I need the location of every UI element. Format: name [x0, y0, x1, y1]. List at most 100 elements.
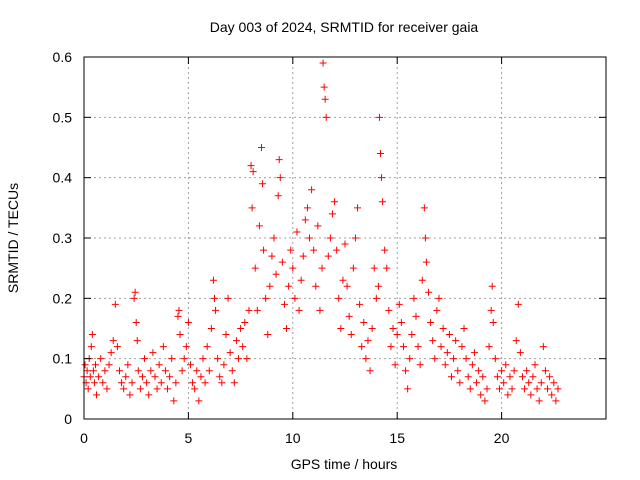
data-point — [255, 222, 263, 230]
x-tick-label: 20 — [494, 430, 510, 446]
data-point — [132, 318, 140, 326]
data-point — [408, 331, 416, 339]
data-point — [259, 180, 267, 188]
data-point — [445, 331, 453, 339]
data-point — [508, 385, 516, 393]
x-tick-label: 15 — [389, 430, 405, 446]
data-point — [550, 379, 558, 387]
data-point — [521, 385, 529, 393]
data-point — [427, 318, 435, 326]
data-point — [201, 379, 209, 387]
data-point — [533, 385, 541, 393]
data-point — [466, 385, 474, 393]
data-point — [122, 373, 130, 381]
data-point — [437, 343, 445, 351]
data-points — [80, 59, 562, 405]
data-point — [544, 385, 552, 393]
data-point — [209, 276, 217, 284]
data-point — [483, 385, 491, 393]
data-point — [170, 397, 178, 405]
data-point — [274, 192, 282, 200]
data-point — [319, 59, 327, 67]
data-point — [523, 367, 531, 375]
data-point — [253, 306, 261, 314]
data-point — [166, 373, 174, 381]
data-point — [205, 367, 213, 375]
data-point — [387, 343, 395, 351]
data-point — [389, 325, 397, 332]
data-point — [91, 361, 99, 369]
data-point — [251, 264, 259, 272]
x-tick-label: 5 — [185, 430, 193, 446]
chart-title: Day 003 of 2024, SRMTID for receiver gai… — [210, 19, 479, 35]
data-point — [105, 361, 113, 369]
data-point — [447, 373, 455, 381]
data-point — [138, 373, 146, 381]
y-tick-label: 0.5 — [53, 109, 73, 125]
data-point — [224, 294, 232, 302]
data-point — [172, 379, 180, 387]
data-point — [312, 282, 320, 290]
data-point — [289, 264, 297, 272]
data-point — [103, 385, 111, 393]
data-point — [321, 95, 329, 103]
data-point — [441, 361, 449, 369]
data-point — [272, 270, 280, 278]
data-point — [458, 343, 466, 351]
data-point — [287, 246, 295, 254]
data-point — [395, 300, 403, 308]
data-point — [439, 325, 447, 332]
data-point — [88, 331, 96, 339]
data-point — [239, 343, 247, 351]
data-point — [216, 373, 224, 381]
data-point — [372, 294, 380, 302]
data-point — [191, 385, 199, 393]
data-point — [249, 168, 257, 176]
data-point — [260, 246, 268, 254]
data-point — [470, 349, 478, 357]
data-point — [141, 355, 149, 363]
data-point — [541, 367, 549, 375]
data-point — [491, 355, 499, 363]
data-point — [235, 355, 243, 363]
data-point — [487, 306, 495, 314]
data-point — [531, 361, 539, 369]
data-point — [360, 318, 368, 326]
data-point — [270, 234, 278, 242]
data-point — [479, 373, 487, 381]
data-point — [248, 204, 256, 212]
data-point — [512, 337, 520, 345]
data-point — [339, 276, 347, 284]
data-point — [232, 337, 240, 345]
data-point — [535, 397, 543, 405]
data-point — [214, 355, 222, 363]
data-point — [295, 306, 303, 314]
data-point — [159, 343, 167, 351]
data-point — [554, 385, 562, 393]
data-point — [153, 385, 161, 393]
data-point — [203, 343, 211, 351]
data-point — [464, 373, 472, 381]
data-point — [450, 355, 458, 363]
data-point — [375, 113, 383, 121]
data-point — [488, 282, 496, 290]
data-point — [516, 349, 524, 357]
data-point — [222, 331, 230, 339]
data-point — [212, 306, 220, 314]
data-point — [168, 355, 176, 363]
data-point — [184, 318, 192, 326]
data-point — [421, 234, 429, 242]
data-point — [145, 391, 153, 399]
data-point — [546, 373, 554, 381]
data-point — [126, 391, 134, 399]
data-point — [420, 204, 428, 212]
data-point — [276, 174, 284, 182]
data-point — [383, 264, 391, 272]
data-point — [314, 222, 322, 230]
data-point — [456, 379, 464, 387]
data-point — [84, 385, 92, 393]
data-point — [452, 337, 460, 345]
data-point — [291, 294, 299, 302]
data-point — [368, 325, 376, 332]
data-point — [136, 385, 144, 393]
